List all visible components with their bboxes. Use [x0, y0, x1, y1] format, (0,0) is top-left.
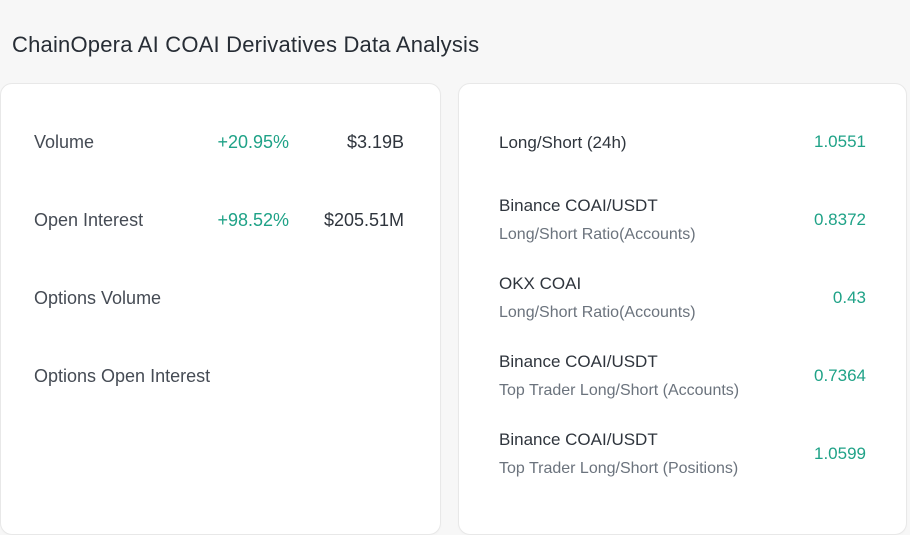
metric-change: +98.52%: [217, 209, 289, 230]
ratio-labels: OKX COAI Long/Short Ratio(Accounts): [499, 269, 696, 327]
ratio-sublabel: Top Trader Long/Short (Positions): [499, 460, 739, 477]
ratio-value: 0.8372: [814, 210, 866, 229]
long-short-ratios-card: Long/Short (24h) 1.0551 Binance COAI/USD…: [458, 83, 907, 535]
ratio-row-okx-ls-accounts: OKX COAI Long/Short Ratio(Accounts) 0.43: [499, 259, 866, 337]
ratio-row-binance-top-trader-accounts: Binance COAI/USDT Top Trader Long/Short …: [499, 337, 866, 415]
ratio-sublabel: Long/Short Ratio(Accounts): [499, 304, 696, 321]
ratio-label: Binance COAI/USDT: [499, 352, 658, 371]
metric-value: $3.19B: [346, 131, 404, 152]
metric-row-options-volume: Options Volume: [34, 259, 404, 337]
metric-label: Options Volume: [34, 287, 162, 308]
metric-row-options-open-interest: Options Open Interest: [34, 337, 404, 415]
cards-container: Volume +20.95% $3.19B Open Interest +98.…: [0, 83, 910, 535]
page-title-suffix: Derivatives Data Analysis: [219, 32, 480, 57]
metric-change: +20.95%: [217, 131, 289, 152]
ratio-labels: Binance COAI/USDT Long/Short Ratio(Accou…: [499, 191, 696, 249]
page-title-prefix: ChainOpera AI: [12, 32, 166, 57]
ratio-row-binance-ls-accounts: Binance COAI/USDT Long/Short Ratio(Accou…: [499, 181, 866, 259]
ratio-value: 1.0599: [814, 444, 866, 463]
metric-label: Open Interest: [34, 209, 144, 230]
metric-row-volume: Volume +20.95% $3.19B: [34, 103, 404, 181]
ratio-labels: Binance COAI/USDT Top Trader Long/Short …: [499, 347, 739, 405]
ratio-labels: Long/Short (24h): [499, 128, 627, 157]
metric-row-open-interest: Open Interest +98.52% $205.51M: [34, 181, 404, 259]
metric-label: Options Open Interest: [34, 365, 211, 386]
ratio-value: 0.7364: [814, 366, 866, 385]
ratio-sublabel: Long/Short Ratio(Accounts): [499, 226, 696, 243]
ratio-label: Binance COAI/USDT: [499, 196, 658, 215]
page-title: ChainOpera AI COAI Derivatives Data Anal…: [12, 31, 910, 59]
volume-metrics-card: Volume +20.95% $3.19B Open Interest +98.…: [0, 83, 441, 535]
metric-label: Volume: [34, 131, 95, 152]
ratio-label: Binance COAI/USDT: [499, 430, 658, 449]
ratio-row-long-short-24h: Long/Short (24h) 1.0551: [499, 103, 866, 181]
ratio-label: Long/Short (24h): [499, 132, 627, 152]
ratio-labels: Binance COAI/USDT Top Trader Long/Short …: [499, 425, 738, 483]
ratio-value: 1.0551: [814, 132, 866, 151]
ratio-label: OKX COAI: [499, 274, 582, 293]
ratio-row-binance-top-trader-positions: Binance COAI/USDT Top Trader Long/Short …: [499, 415, 866, 493]
ratio-sublabel: Top Trader Long/Short (Accounts): [499, 382, 740, 399]
metric-value: $205.51M: [323, 209, 404, 230]
ratio-value: 0.43: [832, 288, 866, 307]
page-title-ticker: COAI: [165, 32, 220, 57]
